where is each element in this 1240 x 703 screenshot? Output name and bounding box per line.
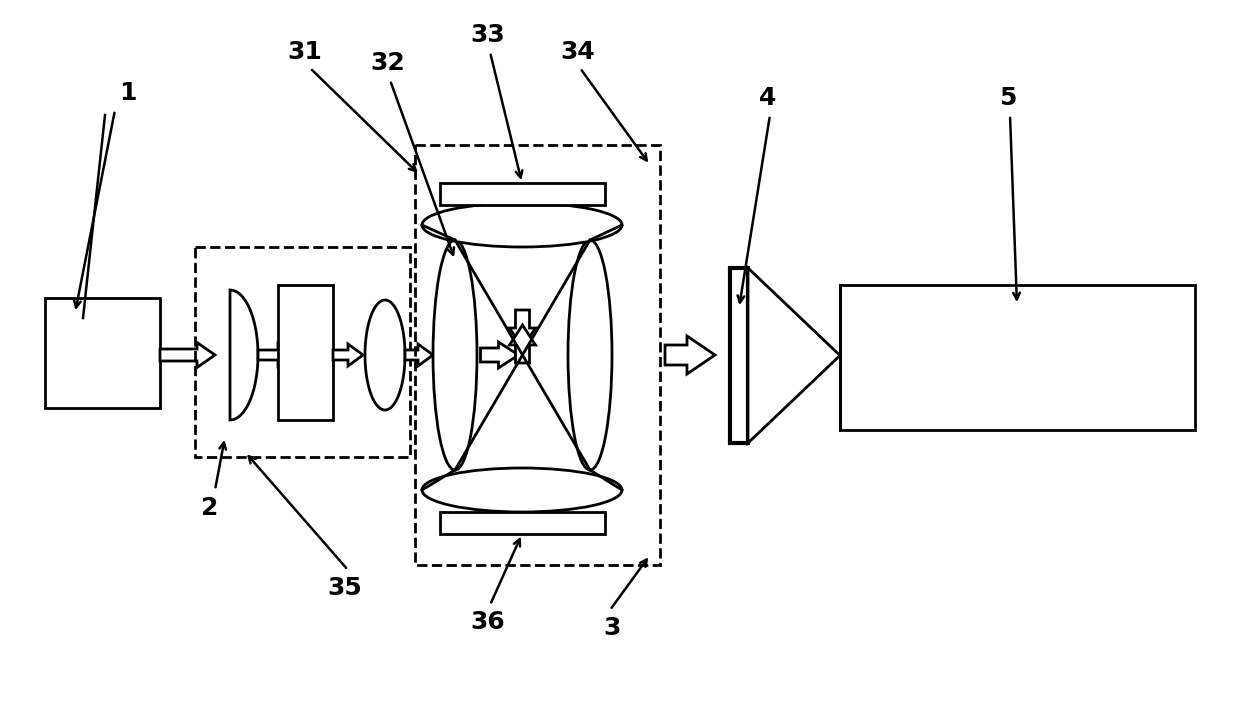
Bar: [439, 183, 605, 205]
Ellipse shape: [422, 468, 622, 512]
Polygon shape: [365, 300, 405, 410]
FancyArrow shape: [665, 336, 715, 374]
Ellipse shape: [422, 203, 622, 247]
Bar: [278, 285, 334, 420]
Text: 2: 2: [201, 496, 218, 520]
Polygon shape: [229, 290, 258, 420]
Text: 31: 31: [288, 40, 322, 64]
Bar: [839, 285, 1195, 430]
FancyArrow shape: [510, 310, 536, 348]
Bar: [45, 298, 160, 408]
Text: 36: 36: [471, 610, 506, 634]
Bar: [415, 145, 660, 565]
Text: 34: 34: [560, 40, 595, 64]
FancyArrow shape: [258, 344, 293, 366]
Ellipse shape: [568, 240, 613, 470]
Text: 33: 33: [471, 23, 506, 47]
Text: 5: 5: [999, 86, 1017, 110]
FancyArrow shape: [334, 344, 363, 366]
Bar: [730, 268, 748, 443]
FancyArrow shape: [405, 344, 433, 366]
Text: 32: 32: [371, 51, 405, 75]
Bar: [195, 247, 410, 457]
Ellipse shape: [433, 240, 477, 470]
Bar: [439, 512, 605, 534]
Text: 3: 3: [604, 616, 621, 640]
Text: 4: 4: [759, 86, 776, 110]
Text: 1: 1: [119, 81, 136, 105]
FancyArrow shape: [510, 325, 536, 363]
Polygon shape: [748, 268, 839, 443]
FancyArrow shape: [481, 342, 518, 368]
Text: 35: 35: [327, 576, 362, 600]
FancyArrow shape: [160, 342, 215, 368]
